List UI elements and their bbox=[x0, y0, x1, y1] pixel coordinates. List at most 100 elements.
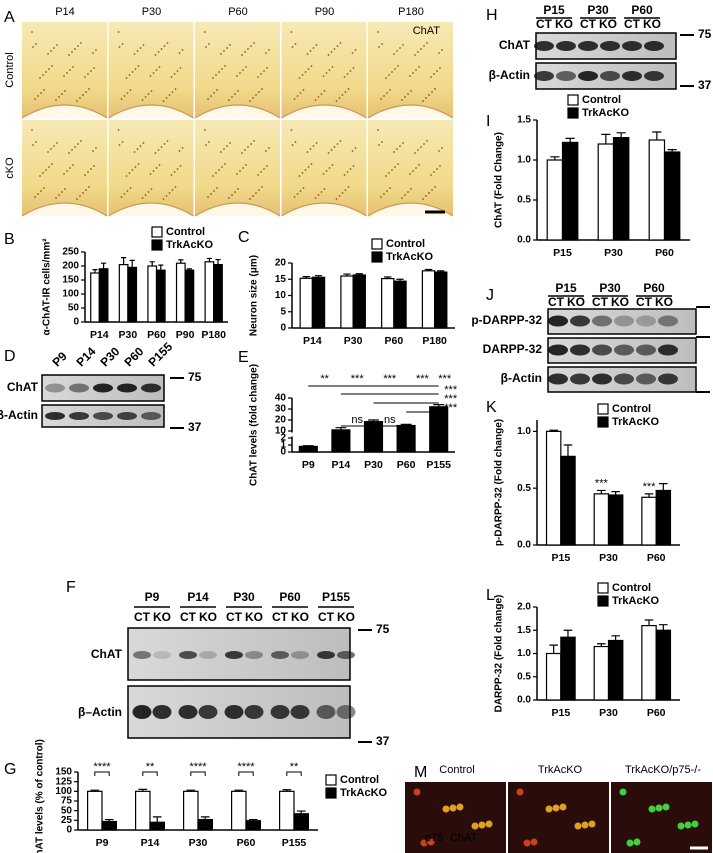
cell bbox=[147, 191, 150, 193]
band bbox=[658, 315, 678, 327]
ventricle bbox=[281, 202, 367, 217]
cell bbox=[205, 46, 207, 48]
lane-label: KO bbox=[643, 17, 661, 31]
error-bar bbox=[565, 137, 575, 143]
cell bbox=[684, 821, 692, 829]
y-tick-label: 200 bbox=[62, 261, 79, 272]
cell bbox=[40, 92, 42, 94]
x-tick-label: P14 bbox=[90, 329, 109, 341]
cell bbox=[328, 167, 331, 169]
cell bbox=[268, 49, 270, 51]
stain-label: ChAT bbox=[450, 832, 478, 844]
column-label: P14 bbox=[55, 6, 75, 18]
x-tick-label: P30 bbox=[189, 837, 208, 849]
cell bbox=[352, 67, 355, 69]
cell bbox=[58, 194, 60, 196]
x-tick-label: P30 bbox=[599, 552, 618, 564]
cell bbox=[301, 172, 304, 174]
legend-label: Control bbox=[386, 238, 425, 250]
cell bbox=[51, 163, 53, 165]
cell bbox=[404, 194, 406, 196]
error-bar bbox=[601, 133, 611, 144]
error-bar bbox=[597, 643, 606, 647]
cell bbox=[231, 194, 233, 196]
bar bbox=[607, 639, 624, 701]
bar bbox=[340, 275, 354, 329]
x-tick-label: P60 bbox=[647, 552, 666, 564]
bar bbox=[352, 274, 366, 329]
cell bbox=[397, 65, 399, 67]
error-bar bbox=[215, 258, 221, 265]
cell bbox=[327, 54, 330, 56]
cell bbox=[310, 163, 313, 165]
cell bbox=[397, 163, 399, 165]
error-bar bbox=[396, 278, 404, 282]
legend-swatch bbox=[325, 774, 337, 786]
lane-label: KO bbox=[291, 610, 309, 624]
bar bbox=[655, 629, 672, 701]
cell bbox=[436, 168, 438, 170]
bar bbox=[593, 645, 610, 701]
band bbox=[69, 383, 89, 393]
cell bbox=[155, 69, 158, 71]
cell bbox=[430, 174, 432, 176]
cell bbox=[425, 195, 427, 197]
comparison-bracket bbox=[238, 771, 254, 776]
cell bbox=[341, 192, 344, 194]
legend-swatch bbox=[151, 226, 163, 238]
cell bbox=[415, 167, 417, 169]
bar bbox=[293, 813, 309, 831]
x-tick-label: P30 bbox=[604, 247, 623, 259]
cell bbox=[69, 69, 71, 71]
ihc-image bbox=[281, 22, 367, 118]
column-label: P90 bbox=[315, 6, 335, 18]
cell bbox=[420, 839, 428, 847]
x-tick-label: P60 bbox=[655, 247, 674, 259]
y-tick-label: 20 bbox=[275, 415, 287, 426]
cell bbox=[221, 166, 223, 168]
cell bbox=[37, 95, 39, 97]
x-tick-label: P60 bbox=[397, 459, 416, 471]
cell bbox=[347, 186, 350, 188]
stain-label: ChAT bbox=[413, 25, 441, 37]
legend-label: Control bbox=[612, 582, 651, 594]
column-label: P60 bbox=[228, 6, 248, 18]
cell bbox=[236, 173, 238, 175]
cell bbox=[129, 187, 132, 189]
cell bbox=[414, 54, 416, 56]
error-bar bbox=[296, 810, 306, 814]
cell bbox=[253, 42, 255, 44]
cell bbox=[234, 93, 236, 95]
cell bbox=[260, 171, 262, 173]
band bbox=[153, 651, 171, 659]
bar bbox=[593, 493, 610, 546]
cell bbox=[150, 188, 153, 190]
cell bbox=[142, 142, 145, 144]
cell bbox=[290, 129, 293, 131]
legend-label: TrkAcKO bbox=[386, 251, 434, 263]
cell bbox=[331, 66, 334, 68]
lane-label: CT bbox=[580, 17, 597, 31]
error-bar bbox=[384, 276, 392, 279]
cell bbox=[378, 144, 380, 146]
cell bbox=[391, 71, 393, 73]
cell bbox=[422, 100, 424, 102]
cell bbox=[234, 191, 236, 193]
cell bbox=[380, 98, 382, 100]
cell bbox=[55, 197, 57, 199]
cell bbox=[412, 170, 414, 172]
error-bar bbox=[597, 489, 606, 494]
cell bbox=[220, 53, 222, 55]
y-tick-label: 1.5 bbox=[517, 115, 531, 126]
band bbox=[291, 651, 309, 659]
cell bbox=[168, 94, 171, 96]
cell bbox=[63, 173, 65, 175]
error-bar bbox=[234, 789, 244, 792]
cell bbox=[261, 88, 263, 90]
cell bbox=[306, 151, 309, 153]
ihc-image bbox=[108, 22, 194, 118]
cell bbox=[552, 804, 560, 812]
y-tick-label: 0.0 bbox=[517, 695, 531, 706]
cell bbox=[79, 195, 81, 197]
cell bbox=[438, 150, 440, 152]
